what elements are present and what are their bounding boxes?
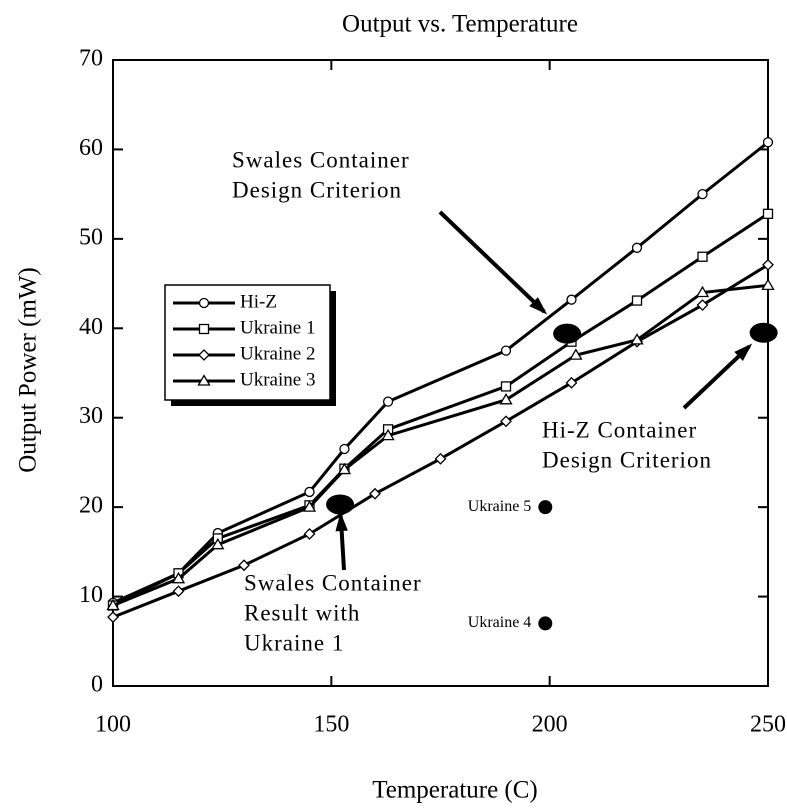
arrow-head [529, 297, 548, 315]
legend-label: Ukraine 2 [240, 343, 315, 364]
legend-label: Ukraine 3 [240, 369, 315, 390]
arrow-head [335, 512, 348, 532]
annotation: Swales Container [232, 147, 410, 172]
y-tick-label: 10 [79, 582, 103, 608]
marker [172, 585, 185, 598]
annotation: Result with [244, 600, 360, 625]
marker [381, 428, 395, 441]
annotation: Design Criterion [542, 447, 712, 472]
marker [631, 242, 643, 253]
marker [337, 462, 352, 475]
annotation: Swales Container [244, 570, 422, 595]
annotation: Design Criterion [232, 177, 402, 202]
annotation: Ukraine 1 [244, 630, 344, 655]
y-tick-label: 70 [79, 46, 103, 72]
chart-title: Output vs. Temperature [342, 11, 578, 38]
marker [762, 208, 774, 219]
marker [631, 295, 643, 306]
x-tick-label: 100 [95, 712, 131, 738]
y-axis-label: Output Power (mW) [15, 267, 42, 473]
x-axis-label: Temperature (C) [372, 777, 538, 804]
marker [500, 415, 512, 428]
marker [762, 258, 774, 271]
marker [566, 294, 577, 305]
marker [369, 487, 381, 500]
y-tick-label: 20 [79, 493, 103, 519]
x-tick-label: 200 [532, 712, 568, 738]
y-tick-label: 50 [79, 224, 103, 250]
marker [761, 278, 775, 291]
marker [697, 188, 708, 200]
series-line [112, 212, 769, 607]
marker [697, 251, 708, 262]
y-tick-label: 60 [79, 135, 103, 161]
marker [630, 333, 644, 345]
criterion-marker [749, 322, 778, 343]
marker [569, 348, 583, 360]
marker [696, 299, 709, 311]
marker [434, 452, 447, 465]
x-tick-label: 250 [750, 712, 786, 738]
legend-label: Ukraine 1 [240, 317, 315, 338]
legend-marker [198, 323, 210, 335]
legend-marker [198, 297, 210, 309]
point [538, 616, 553, 631]
criterion-marker [553, 323, 582, 344]
marker [107, 611, 119, 624]
x-tick-label: 150 [313, 712, 349, 738]
legend-marker [198, 349, 210, 361]
plot-frame [112, 59, 769, 687]
legend-label: Hi-Z [240, 291, 277, 312]
marker [382, 396, 394, 407]
marker [238, 559, 250, 572]
y-tick-label: 30 [79, 403, 103, 429]
marker [500, 345, 512, 356]
point-label: Ukraine 4 [468, 614, 532, 631]
y-tick-label: 40 [79, 314, 103, 340]
marker [565, 376, 578, 389]
marker [695, 285, 710, 298]
marker [499, 393, 513, 405]
marker [339, 443, 350, 455]
point-label: Ukraine 5 [468, 498, 532, 515]
point [538, 500, 553, 515]
annotation: Hi-Z Container [542, 417, 697, 442]
legend-marker [197, 374, 211, 386]
marker [302, 500, 317, 512]
criterion-marker [326, 494, 355, 515]
marker [303, 528, 316, 540]
arrow-shaft [682, 344, 751, 410]
marker [171, 571, 186, 584]
y-tick-label: 0 [91, 672, 103, 698]
marker [500, 381, 512, 392]
marker [762, 137, 774, 148]
arrow-shaft [438, 210, 546, 314]
marker [106, 598, 120, 611]
arrow-head [734, 343, 753, 361]
marker [304, 486, 315, 498]
marker [211, 537, 225, 550]
